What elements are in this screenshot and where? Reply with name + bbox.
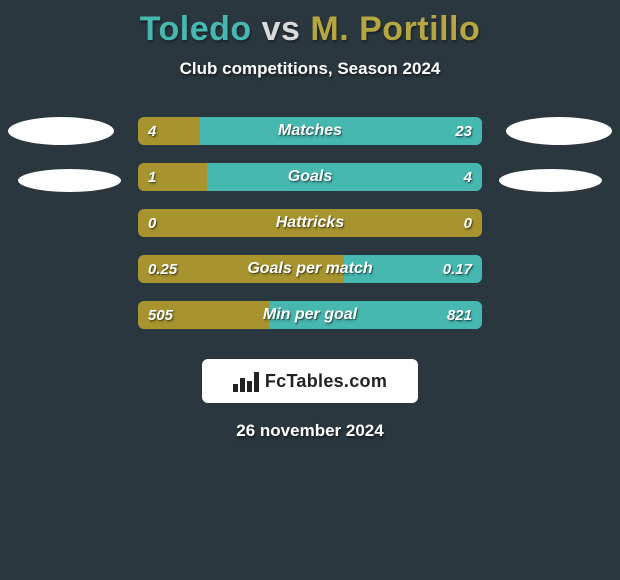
title-vs: vs (262, 10, 301, 48)
stat-label: Goals per match (247, 260, 372, 278)
stat-row: 00Hattricks (138, 209, 482, 237)
avatar-left-top (8, 117, 114, 145)
stat-row: 0.250.17Goals per match (138, 255, 482, 283)
fctables-logo: FcTables.com (202, 359, 418, 403)
fctables-logo-text: FcTables.com (265, 371, 387, 392)
bar-chart-icon (233, 370, 259, 392)
stat-row: 423Matches (138, 117, 482, 145)
subtitle: Club competitions, Season 2024 (0, 59, 620, 79)
avatar-left-bottom (18, 169, 121, 192)
stat-label: Matches (278, 122, 342, 140)
stat-label: Hattricks (276, 214, 344, 232)
comparison-chart: 423Matches 14Goals 00Hattricks 0.250.17Goal… (0, 117, 620, 329)
avatar-right-bottom (499, 169, 602, 192)
stat-label: Goals (288, 168, 332, 186)
avatar-right-top (506, 117, 612, 145)
stat-label: Min per goal (263, 306, 357, 324)
stat-row: 505821Min per goal (138, 301, 482, 329)
title-player1: Toledo (140, 10, 252, 48)
title-player2: M. Portillo (310, 10, 480, 48)
footer-date: 26 november 2024 (0, 421, 620, 441)
page-title: Toledo vs M. Portillo (0, 0, 620, 49)
stat-row: 14Goals (138, 163, 482, 191)
